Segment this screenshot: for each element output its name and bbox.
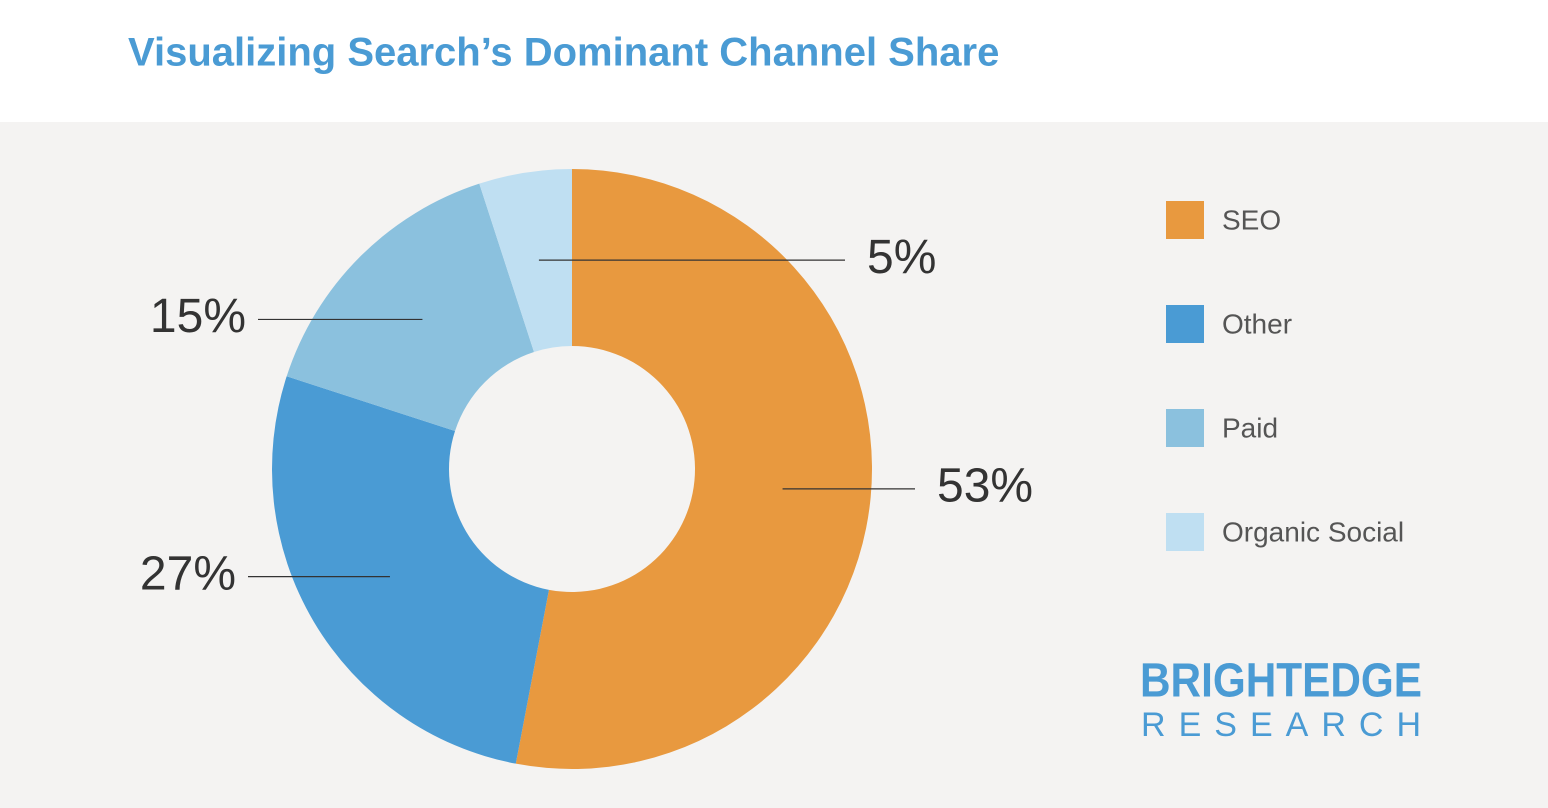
legend-label: Organic Social xyxy=(1222,516,1404,547)
value-label: 15% xyxy=(150,290,246,343)
legend-swatch xyxy=(1166,513,1204,551)
legend-label: Other xyxy=(1222,308,1292,339)
legend-swatch xyxy=(1166,409,1204,447)
donut-slice xyxy=(286,183,534,431)
donut-slice xyxy=(271,376,549,764)
value-label: 5% xyxy=(867,231,936,284)
brand-name: BRIGHTEDGE xyxy=(1140,655,1422,708)
legend-swatch xyxy=(1166,201,1204,239)
header-background xyxy=(0,0,1548,122)
donut-slice xyxy=(479,169,572,353)
donut-slice xyxy=(515,169,872,769)
chart-title: Visualizing Search’s Dominant Channel Sh… xyxy=(128,31,999,75)
legend-swatch xyxy=(1166,305,1204,343)
legend-label: SEO xyxy=(1222,204,1281,235)
value-label: 27% xyxy=(140,547,236,600)
legend-label: Paid xyxy=(1222,412,1278,443)
value-label: 53% xyxy=(937,460,1033,513)
